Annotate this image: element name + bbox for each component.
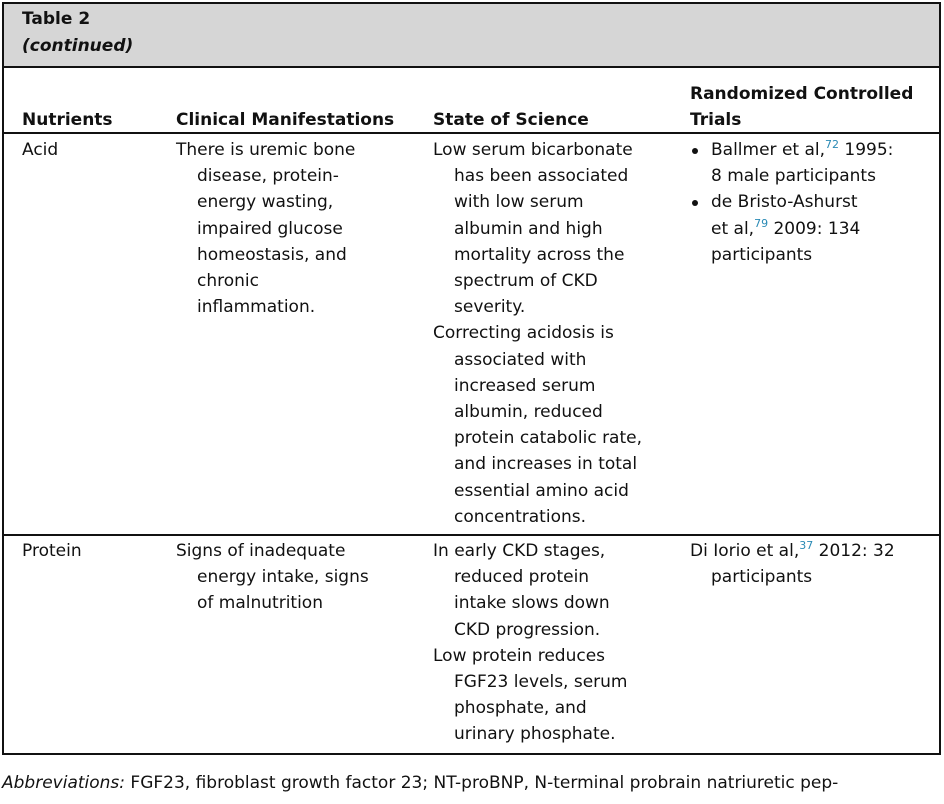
cell-line: inflammation. xyxy=(197,297,316,318)
reference: 37 xyxy=(799,539,814,552)
reference: 79 xyxy=(754,216,769,230)
text-run: participants xyxy=(711,567,813,588)
row-rule xyxy=(4,534,939,536)
cell-line: with low serum xyxy=(454,192,584,213)
cell-line: and increases in total xyxy=(454,454,638,475)
cell-line: Di Iorio et al,37 2012: 32 xyxy=(690,538,895,564)
cell-line: et al,79 2009: 134 xyxy=(711,216,860,242)
cell-line: de Bristo-Ashurst xyxy=(711,189,858,215)
cell-line: Correcting acidosis is xyxy=(433,323,614,344)
cell-line: Trials xyxy=(690,110,742,130)
cell-line: There is uremic bone xyxy=(176,140,356,160)
cell-line: State of Science xyxy=(433,110,589,130)
cell-line: increased serum xyxy=(454,375,596,396)
cell-line: energy wasting, xyxy=(197,192,334,213)
cell-line: chronic xyxy=(197,271,259,291)
table-header-band xyxy=(4,4,939,68)
cell-line: protein catabolic rate, xyxy=(454,428,643,449)
cell-line: phosphate, and xyxy=(454,698,587,719)
cell-line: participants xyxy=(711,242,812,268)
table-subtitle: (continued) xyxy=(22,36,134,56)
cell-line: Randomized Controlled xyxy=(690,83,914,104)
text-run: Di Iorio et al, xyxy=(690,541,800,561)
cell-line: 8 male participants xyxy=(711,163,876,189)
cell-line: mortality across the xyxy=(454,244,625,265)
cell-line: concentrations. xyxy=(454,506,586,527)
cell-line: Nutrients xyxy=(22,110,113,130)
text-run: participants xyxy=(711,244,813,265)
cell-line: reduced protein xyxy=(454,567,590,588)
cell-line: energy intake, signs xyxy=(197,567,369,588)
cell-line: participants xyxy=(711,564,812,590)
cell-line: urinary phosphate. xyxy=(454,724,616,745)
text-run: 1995: xyxy=(839,140,894,160)
cell-line: albumin and high xyxy=(454,218,603,239)
cell-line: disease, protein- xyxy=(197,166,339,187)
table-frame xyxy=(2,2,941,755)
table-title: Table 2 xyxy=(22,9,91,29)
footer-label: Abbreviations: xyxy=(2,773,126,793)
cell-line: of malnutrition xyxy=(197,593,323,614)
bullet xyxy=(692,148,698,154)
cell-line: albumin, reduced xyxy=(454,402,603,422)
bullet xyxy=(692,200,698,207)
text-run: 8 male participants xyxy=(711,166,876,187)
cell-line: spectrum of CKD xyxy=(454,271,598,291)
cell-line: FGF23 levels, serum xyxy=(454,672,628,692)
cell-line: essential amino acid xyxy=(454,480,629,501)
text-run: et al, xyxy=(711,218,755,239)
column-rule xyxy=(4,132,939,134)
cell-line: impaired glucose xyxy=(197,218,343,239)
cell-line: associated with xyxy=(454,349,587,370)
cell-line: Low protein reduces xyxy=(433,645,606,666)
cell-line: Ballmer et al,72 1995: xyxy=(711,137,893,163)
text-run: de Bristo-Ashurst xyxy=(711,192,858,213)
cell-line: CKD progression. xyxy=(454,619,601,640)
cell-line: Protein xyxy=(22,541,82,561)
cell-line: intake slows down xyxy=(454,593,610,614)
cell-line: severity. xyxy=(454,297,526,318)
footer-text: FGF23, fibroblast growth factor 23; NT-p… xyxy=(125,773,839,793)
cell-line: has been associated xyxy=(454,166,629,187)
text-run: 2009: 134 xyxy=(768,218,861,239)
text-run: Ballmer et al, xyxy=(711,140,826,160)
reference: 72 xyxy=(825,138,840,151)
text-run: 2012: 32 xyxy=(813,541,895,561)
cell-line: Signs of inadequate xyxy=(176,541,346,561)
cell-line: Clinical Manifestations xyxy=(176,110,395,130)
cell-line: Low serum bicarbonate xyxy=(433,140,633,160)
footer: Abbreviations: FGF23, fibroblast growth … xyxy=(2,770,838,796)
cell-line: Acid xyxy=(22,140,59,160)
cell-line: In early CKD stages, xyxy=(433,541,606,561)
cell-line: homeostasis, and xyxy=(197,244,347,265)
